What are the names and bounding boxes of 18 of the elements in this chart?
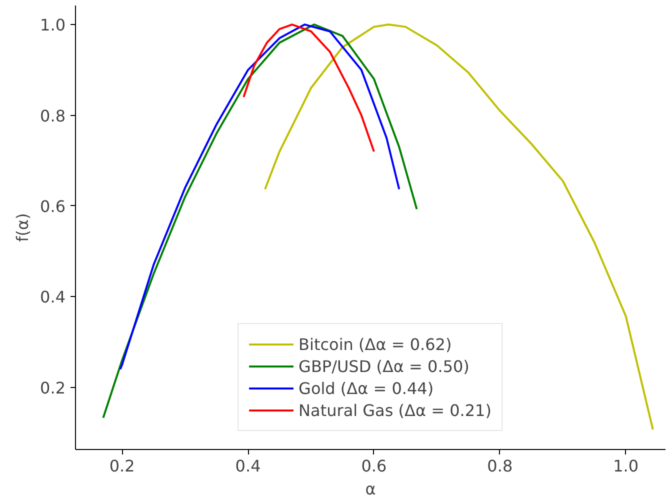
y-tick-label: 0.2 [40,378,66,398]
x-tick-label: 0.6 [361,456,387,476]
x-axis-title: α [365,480,376,498]
legend-label: GBP/USD (Δα = 0.50) [298,356,470,376]
x-tick-label: 1.0 [613,456,639,476]
y-tick-label: 0.4 [40,288,66,307]
y-tick-label: 1.0 [40,16,66,35]
y-tick-label: 0.6 [40,196,66,216]
x-tick-label: 0.8 [487,456,513,476]
y-axis-title: f(α) [13,213,32,242]
x-tick-label: 0.2 [109,456,135,476]
x-tick-label: 0.4 [235,456,261,476]
y-tick-label: 0.8 [40,106,66,126]
line-series [264,24,654,431]
line-series [242,24,375,153]
legend-label: Natural Gas (Δα = 0.21) [298,400,492,420]
legend-label: Gold (Δα = 0.44) [298,378,434,398]
legend-label: Bitcoin (Δα = 0.62) [298,334,452,354]
